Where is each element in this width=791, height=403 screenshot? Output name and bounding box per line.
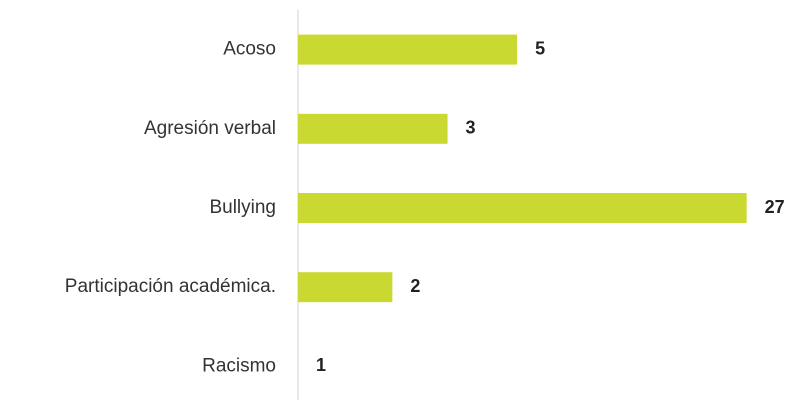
bar — [298, 193, 747, 223]
bar — [298, 34, 518, 65]
bar — [298, 113, 448, 144]
data-label: 3 — [466, 118, 476, 138]
data-label: 2 — [410, 276, 420, 296]
data-label: 27 — [765, 197, 785, 217]
y-tick-label: Acoso — [223, 39, 276, 60]
bar — [298, 272, 393, 303]
data-label: 1 — [316, 355, 326, 375]
y-tick-label: Racismo — [202, 355, 276, 376]
data-label: 5 — [535, 38, 545, 58]
y-tick-label: Agresión verbal — [144, 118, 276, 139]
y-tick-label: Bullying — [209, 197, 276, 218]
y-tick-label: Participación académica. — [65, 276, 276, 297]
